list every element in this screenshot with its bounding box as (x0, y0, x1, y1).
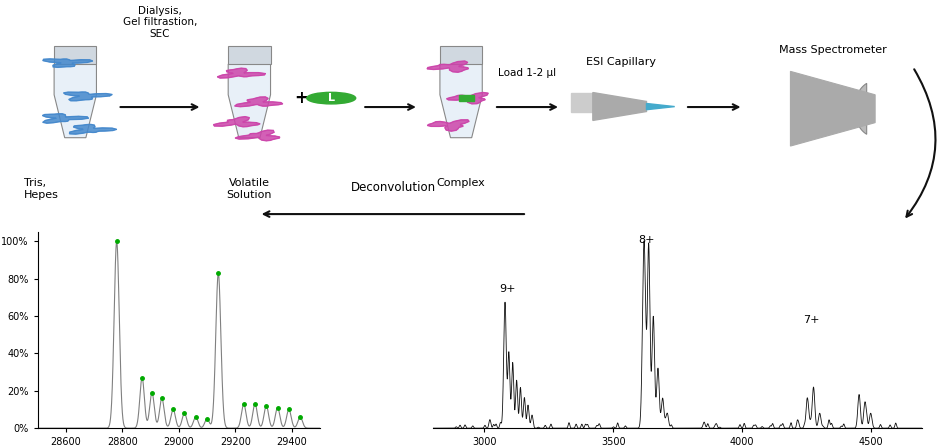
Polygon shape (439, 46, 482, 64)
Bar (571, 93, 596, 112)
Text: Complex: Complex (437, 178, 486, 188)
Text: Deconvolution: Deconvolution (351, 181, 436, 194)
Polygon shape (234, 97, 283, 107)
Polygon shape (235, 130, 279, 141)
Text: Tris,
Hepes: Tris, Hepes (24, 178, 58, 200)
Polygon shape (229, 46, 271, 64)
Text: Dialysis,
Gel filtrastion,
SEC: Dialysis, Gel filtrastion, SEC (122, 6, 198, 39)
Polygon shape (427, 61, 469, 72)
Text: 8+: 8+ (638, 235, 655, 245)
Polygon shape (54, 64, 96, 138)
Text: ESI Capillary: ESI Capillary (586, 57, 656, 67)
Text: L: L (327, 93, 335, 103)
Polygon shape (854, 83, 867, 134)
Polygon shape (42, 114, 88, 123)
Polygon shape (447, 92, 488, 104)
Polygon shape (43, 59, 93, 67)
Polygon shape (70, 124, 117, 134)
Text: 7+: 7+ (804, 315, 820, 326)
Polygon shape (217, 68, 265, 78)
Text: Volatile
Solution: Volatile Solution (227, 178, 272, 200)
Bar (459, 95, 474, 101)
Text: Mass Spectrometer: Mass Spectrometer (779, 45, 886, 54)
Text: +: + (295, 89, 308, 107)
Circle shape (307, 92, 356, 104)
Polygon shape (229, 64, 271, 138)
Text: 9+: 9+ (500, 284, 516, 293)
Polygon shape (64, 92, 112, 101)
Text: Load 1-2 μl: Load 1-2 μl (498, 68, 556, 78)
Polygon shape (54, 46, 96, 64)
Polygon shape (646, 103, 675, 110)
Polygon shape (790, 71, 875, 146)
Polygon shape (593, 93, 646, 120)
Polygon shape (439, 64, 482, 138)
Polygon shape (427, 120, 469, 131)
Polygon shape (214, 117, 260, 127)
